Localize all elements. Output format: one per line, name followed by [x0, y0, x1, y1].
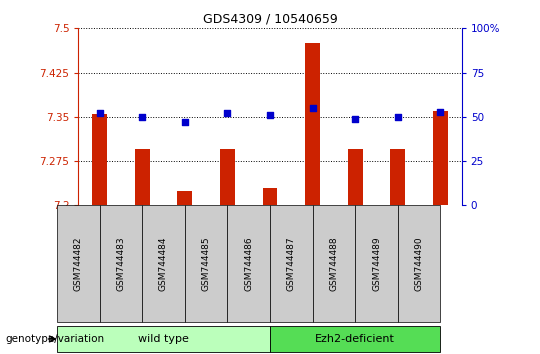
Text: wild type: wild type — [138, 334, 189, 344]
Bar — [220, 149, 235, 205]
Point — [394, 114, 402, 120]
Text: GSM744488: GSM744488 — [329, 236, 339, 291]
Point — [351, 116, 360, 121]
Bar — [305, 43, 320, 205]
Point — [436, 109, 445, 114]
Bar — [390, 149, 405, 205]
Text: GSM744482: GSM744482 — [74, 236, 83, 291]
Bar — [348, 149, 363, 205]
Bar — [433, 111, 448, 205]
Title: GDS4309 / 10540659: GDS4309 / 10540659 — [202, 13, 338, 26]
Text: GSM744485: GSM744485 — [201, 236, 211, 291]
Bar — [135, 149, 150, 205]
Point — [95, 110, 104, 116]
Text: GSM744490: GSM744490 — [415, 236, 423, 291]
Text: GSM744483: GSM744483 — [117, 236, 125, 291]
Point — [180, 119, 189, 125]
Point — [223, 110, 232, 116]
Point — [266, 112, 274, 118]
Text: genotype/variation: genotype/variation — [5, 334, 105, 344]
Bar — [177, 190, 192, 205]
Text: Ezh2-deficient: Ezh2-deficient — [315, 334, 395, 344]
Point — [308, 105, 317, 111]
Bar — [92, 114, 107, 205]
Text: GSM744489: GSM744489 — [372, 236, 381, 291]
Text: GSM744484: GSM744484 — [159, 236, 168, 291]
Bar — [262, 188, 278, 205]
Text: GSM744487: GSM744487 — [287, 236, 296, 291]
Point — [138, 114, 146, 120]
Text: GSM744486: GSM744486 — [244, 236, 253, 291]
